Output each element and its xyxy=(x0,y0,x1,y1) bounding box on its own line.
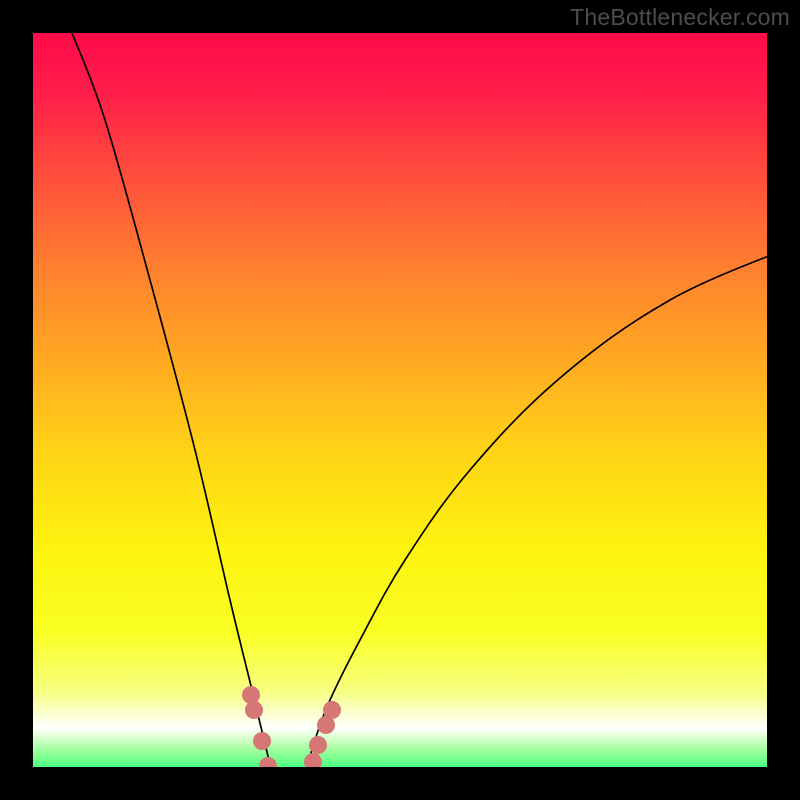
watermark-text: TheBottlenecker.com xyxy=(570,4,790,31)
data-marker xyxy=(323,701,341,719)
chart-stage: TheBottlenecker.com xyxy=(0,0,800,800)
data-marker xyxy=(304,753,322,771)
data-marker xyxy=(245,701,263,719)
data-marker xyxy=(309,736,327,754)
data-marker xyxy=(289,775,307,793)
data-marker xyxy=(253,732,271,750)
gradient-background xyxy=(33,33,791,791)
